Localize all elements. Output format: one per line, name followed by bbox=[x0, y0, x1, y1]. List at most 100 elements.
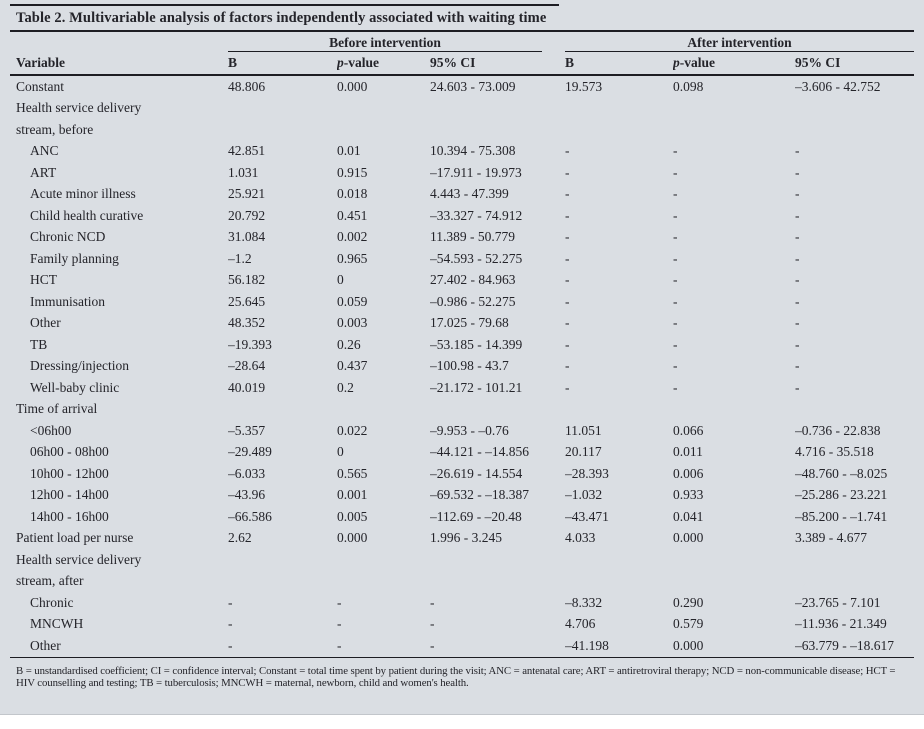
column-gap bbox=[542, 485, 565, 507]
after-ci-column-header: 95% CI bbox=[795, 51, 915, 76]
row-value bbox=[673, 549, 795, 571]
row-value: - bbox=[565, 207, 570, 223]
row-value: 0.011 bbox=[673, 444, 703, 460]
column-gap bbox=[542, 162, 565, 184]
row-label: Constant bbox=[16, 78, 65, 94]
row-value bbox=[673, 98, 795, 120]
row-value bbox=[673, 399, 795, 421]
row-value: –29.489 bbox=[228, 444, 272, 460]
row-value: –85.200 - –1.741 bbox=[795, 508, 888, 524]
column-gap bbox=[542, 528, 565, 550]
row-value: –43.471 bbox=[565, 508, 609, 524]
row-value: –19.393 bbox=[228, 336, 272, 352]
row-value: 1.031 bbox=[228, 164, 259, 180]
row-value: 40.019 bbox=[228, 379, 266, 395]
table-row: Patient load per nurse 2.62 0.000 1.996 - 3… bbox=[10, 528, 914, 550]
row-value: –28.393 bbox=[565, 465, 609, 481]
row-value: 11.389 - 50.779 bbox=[430, 229, 515, 245]
before-pvalue-column-header: p-value bbox=[337, 51, 430, 76]
title-top-rule bbox=[10, 4, 559, 6]
row-value: - bbox=[795, 186, 800, 202]
row-value bbox=[228, 571, 337, 593]
column-gap bbox=[542, 463, 565, 485]
row-value: 0.006 bbox=[673, 465, 704, 481]
row-value: –112.69 - –20.48 bbox=[430, 508, 522, 524]
row-value bbox=[337, 98, 430, 120]
column-gap bbox=[542, 227, 565, 249]
row-value: - bbox=[795, 250, 800, 266]
row-label: HCT bbox=[30, 272, 57, 288]
row-value: –41.198 bbox=[565, 637, 609, 653]
row-value: 0.965 bbox=[337, 250, 368, 266]
row-label: Dressing/injection bbox=[30, 358, 129, 374]
table-row: stream, before bbox=[10, 119, 914, 141]
row-value bbox=[337, 549, 430, 571]
row-value: - bbox=[565, 272, 570, 288]
row-value bbox=[795, 98, 914, 120]
row-value bbox=[565, 119, 673, 141]
row-value: 10.394 - 75.308 bbox=[430, 143, 516, 159]
row-label: Chronic NCD bbox=[30, 229, 106, 245]
row-value: - bbox=[673, 250, 678, 266]
row-value: - bbox=[795, 336, 800, 352]
row-value: 0.915 bbox=[337, 164, 368, 180]
column-gap bbox=[542, 399, 565, 421]
row-label: TB bbox=[30, 336, 48, 352]
row-value bbox=[673, 119, 795, 141]
table-row: Chronic - - - –8.332 0.290 –23.765 - 7.101 bbox=[10, 592, 914, 614]
row-value: –21.172 - 101.21 bbox=[430, 379, 523, 395]
column-gap bbox=[542, 141, 565, 163]
row-label: Immunisation bbox=[30, 293, 105, 309]
row-label: Family planning bbox=[30, 250, 119, 266]
row-value: 0.565 bbox=[337, 465, 368, 481]
table-body: Constant 48.806 0.000 24.603 - 73.009 19.573… bbox=[10, 75, 914, 657]
row-value: –0.986 - 52.275 bbox=[430, 293, 516, 309]
row-label: Acute minor illness bbox=[30, 186, 136, 202]
group-header-gap bbox=[542, 31, 565, 52]
pvalue-label: p-value bbox=[673, 55, 716, 70]
row-value: - bbox=[565, 293, 570, 309]
table-row: Time of arrival bbox=[10, 399, 914, 421]
table-row: Child health curative 20.792 0.451 –33.327 … bbox=[10, 205, 914, 227]
row-value bbox=[565, 549, 673, 571]
row-value: 19.573 bbox=[565, 78, 603, 94]
row-value: - bbox=[228, 637, 233, 653]
row-value: - bbox=[565, 186, 570, 202]
row-value: 0 bbox=[337, 272, 344, 288]
row-value: 0.26 bbox=[337, 336, 361, 352]
row-value: - bbox=[673, 229, 678, 245]
row-value: –28.64 bbox=[228, 358, 266, 374]
row-label: MNCWH bbox=[30, 616, 84, 632]
table-row: Dressing/injection –28.64 0.437 –100.98 - 4… bbox=[10, 356, 914, 378]
row-value bbox=[337, 399, 430, 421]
row-value: - bbox=[673, 186, 678, 202]
before-b-column-header: B bbox=[228, 51, 337, 76]
row-value bbox=[565, 399, 673, 421]
row-value: 4.033 bbox=[565, 530, 596, 546]
row-value: - bbox=[795, 229, 800, 245]
column-gap bbox=[542, 635, 565, 657]
table-row: Other 48.352 0.003 17.025 - 79.68 - - - bbox=[10, 313, 914, 335]
row-value bbox=[430, 549, 542, 571]
column-gap bbox=[542, 614, 565, 636]
row-value: - bbox=[673, 293, 678, 309]
row-value: –0.736 - 22.838 bbox=[795, 422, 881, 438]
row-label: Time of arrival bbox=[16, 401, 98, 417]
row-value: 1.996 - 3.245 bbox=[430, 530, 502, 546]
row-label: 06h00 - 08h00 bbox=[30, 444, 109, 460]
row-value: - bbox=[795, 293, 800, 309]
row-value: 3.389 - 4.677 bbox=[795, 530, 868, 546]
column-gap bbox=[542, 506, 565, 528]
row-value: –17.911 - 19.973 bbox=[430, 164, 522, 180]
row-value: –48.760 - –8.025 bbox=[795, 465, 888, 481]
row-value: 25.645 bbox=[228, 293, 266, 309]
row-value: - bbox=[795, 164, 800, 180]
row-value: 27.402 - 84.963 bbox=[430, 272, 516, 288]
row-value: - bbox=[565, 336, 570, 352]
row-value bbox=[228, 119, 337, 141]
after-pvalue-column-header: p-value bbox=[673, 51, 796, 76]
table-row: Other - - - –41.198 0.000 –63.779 - –18.617 bbox=[10, 635, 914, 657]
row-value: 0.000 bbox=[673, 637, 704, 653]
group-header-row: Before intervention After intervention bbox=[10, 31, 915, 52]
column-gap bbox=[542, 248, 565, 270]
